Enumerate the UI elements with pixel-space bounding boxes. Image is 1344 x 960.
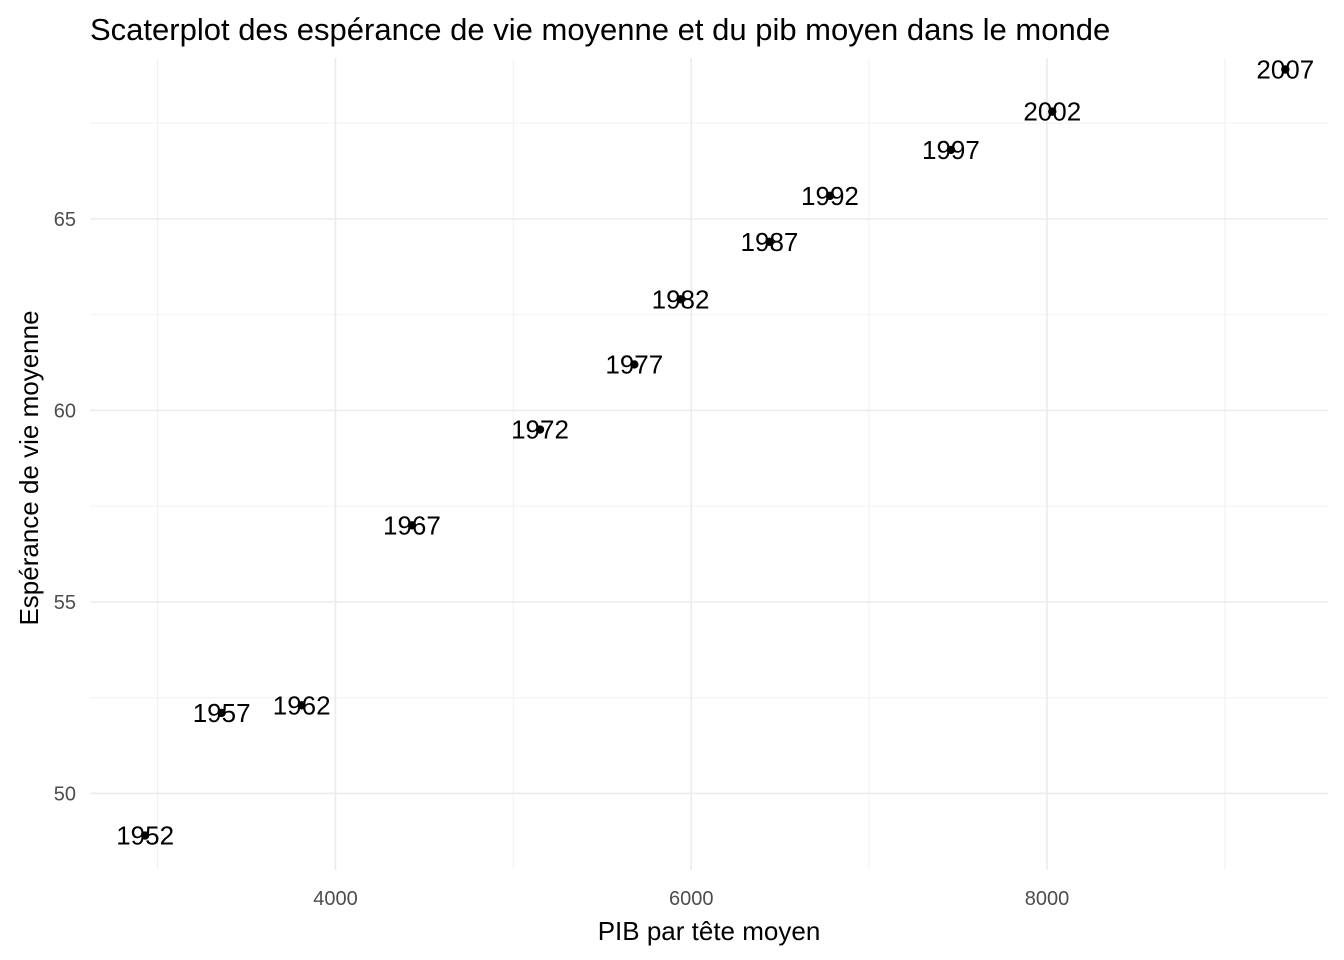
data-point-label: 2007: [1256, 54, 1314, 84]
x-tick-label: 4000: [313, 888, 358, 910]
x-tick-label: 8000: [1025, 888, 1070, 910]
x-axis-title: PIB par tête moyen: [598, 916, 821, 946]
data-point: [407, 521, 417, 530]
data-point-label: 2002: [1023, 97, 1081, 127]
data-point-label: 1962: [273, 690, 331, 720]
data-point-label: 1952: [116, 821, 174, 851]
y-tick-label: 65: [54, 209, 76, 231]
data-point: [217, 708, 226, 718]
data-point: [140, 831, 150, 840]
data-point: [825, 191, 835, 201]
data-point-label: 1997: [922, 135, 980, 165]
data-point: [765, 237, 774, 247]
data-point: [297, 701, 306, 710]
data-point-label: 1987: [741, 227, 799, 257]
data-point: [630, 360, 639, 369]
data-point-label: 1992: [801, 181, 859, 211]
x-tick-label: 6000: [669, 888, 714, 910]
data-point: [676, 295, 685, 304]
data-point-label: 1957: [193, 698, 251, 728]
data-point: [535, 425, 545, 434]
data-point-label: 1967: [383, 510, 441, 540]
y-tick-label: 60: [54, 400, 76, 422]
y-axis-title: Espérance de vie moyenne: [14, 310, 44, 625]
data-point: [1281, 65, 1290, 74]
grid: [90, 58, 1328, 870]
data-point: [1048, 107, 1057, 116]
data-point: [946, 145, 956, 155]
y-tick-label: 50: [54, 783, 76, 805]
data-point-label: 1972: [511, 415, 569, 445]
data-point-label: 1982: [652, 284, 710, 314]
data-point-label: 1977: [605, 349, 663, 379]
y-tick-label: 55: [54, 592, 76, 614]
x-axis-ticks: 4000 6000 8000: [313, 888, 1069, 910]
y-axis-ticks: 50 55 60 65: [54, 209, 76, 806]
chart-title: Scaterplot des espérance de vie moyenne …: [90, 12, 1110, 47]
data-points: [140, 65, 1290, 840]
